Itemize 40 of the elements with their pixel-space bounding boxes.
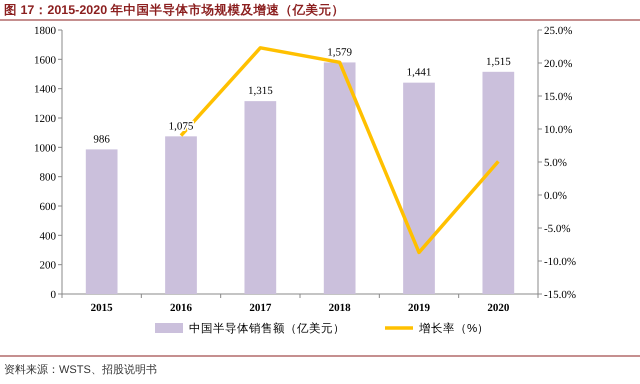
y-tick-label: 0 [50, 289, 56, 301]
y-tick-label: 600 [40, 201, 56, 213]
legend-label: 中国半导体销售额（亿美元） [189, 321, 345, 335]
data-label: 1,441 [406, 66, 432, 79]
bar [324, 62, 356, 294]
y2-tick-label: 15.0% [544, 91, 572, 103]
bar [482, 72, 514, 294]
x-tick-label: 2019 [408, 302, 430, 314]
bar [403, 82, 435, 294]
data-label: 1,315 [248, 85, 274, 98]
bar [165, 136, 197, 294]
x-tick-label: 2017 [249, 302, 272, 314]
chart-title: 图 17：2015-2020 年中国半导体市场规模及增速（亿美元） [4, 2, 345, 17]
y2-tick-label: 20.0% [544, 58, 572, 70]
data-label: 986 [93, 133, 110, 146]
bar [86, 149, 118, 294]
y2-tick-label: -10.0% [544, 256, 576, 268]
y-tick-label: 1400 [34, 84, 56, 96]
y-tick-label: 1000 [34, 142, 56, 154]
x-tick-label: 2018 [328, 302, 352, 314]
y-tick-label: 400 [40, 230, 56, 242]
y-tick-label: 200 [40, 260, 56, 272]
data-label: 1,515 [486, 56, 512, 68]
y2-tick-label: 25.0% [544, 25, 572, 37]
x-tick-label: 2016 [170, 302, 192, 314]
bar [244, 101, 276, 294]
y2-tick-label: 0.0% [544, 190, 567, 202]
text: 资料来源：WSTS、招股说明书 [4, 363, 157, 376]
y-tick-label: 1600 [34, 54, 56, 66]
y-tick-label: 1200 [34, 113, 56, 125]
x-tick-label: 2015 [90, 302, 114, 314]
y2-tick-label: -15.0% [544, 289, 576, 301]
y2-tick-label: 10.0% [544, 124, 572, 136]
y2-tick-label: -5.0% [544, 223, 571, 235]
x-tick-label: 2020 [487, 302, 510, 314]
data-label: 1,579 [327, 46, 353, 58]
y2-tick-label: 5.0% [544, 157, 567, 169]
y-tick-label: 800 [40, 172, 56, 184]
legend-label: 增长率（%） [418, 321, 490, 335]
y-tick-label: 1800 [34, 25, 56, 37]
